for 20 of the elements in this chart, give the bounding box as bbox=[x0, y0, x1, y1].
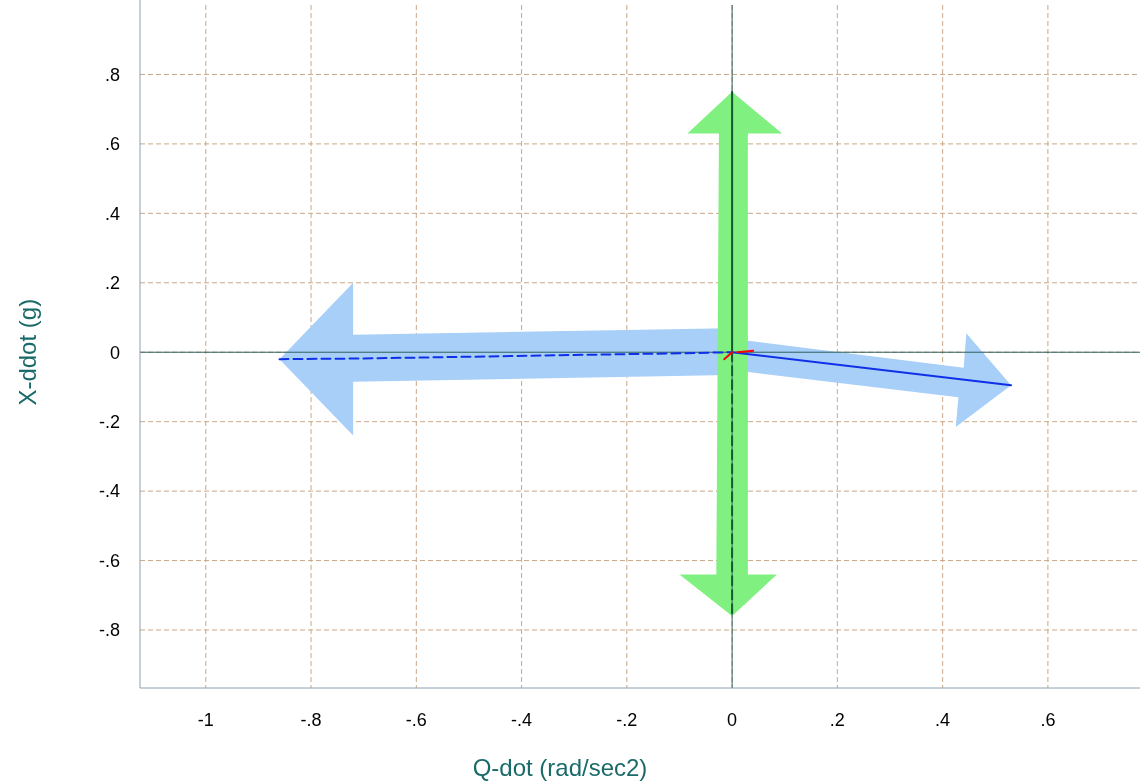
y-tick-label: -.8 bbox=[98, 620, 120, 641]
x-tick-label: .2 bbox=[829, 710, 845, 730]
y-tick-label: -.2 bbox=[98, 411, 120, 432]
x-tick-label: -.6 bbox=[405, 710, 427, 730]
y-tick-label: 0 bbox=[109, 342, 120, 363]
y-tick-label: .8 bbox=[104, 64, 120, 85]
x-tick-label: .6 bbox=[1040, 710, 1056, 730]
x-tick-label: -.8 bbox=[300, 710, 322, 730]
x-tick-label: 0 bbox=[727, 710, 738, 730]
y-tick-label: -.4 bbox=[98, 481, 120, 502]
x-tick-label: -.4 bbox=[511, 710, 533, 730]
y-tick-label: .6 bbox=[104, 134, 120, 155]
x-tick-label: -1 bbox=[197, 710, 214, 730]
y-tick-label: -.6 bbox=[98, 550, 120, 571]
y-tick-label: .4 bbox=[104, 203, 120, 224]
y-axis-title: X-ddot (g) bbox=[14, 298, 41, 406]
x-tick-label: -.2 bbox=[616, 710, 638, 730]
y-tick-label: .2 bbox=[104, 273, 120, 294]
x-axis-title: Q-dot (rad/sec2) bbox=[472, 754, 648, 781]
x-tick-label: .4 bbox=[935, 710, 951, 730]
